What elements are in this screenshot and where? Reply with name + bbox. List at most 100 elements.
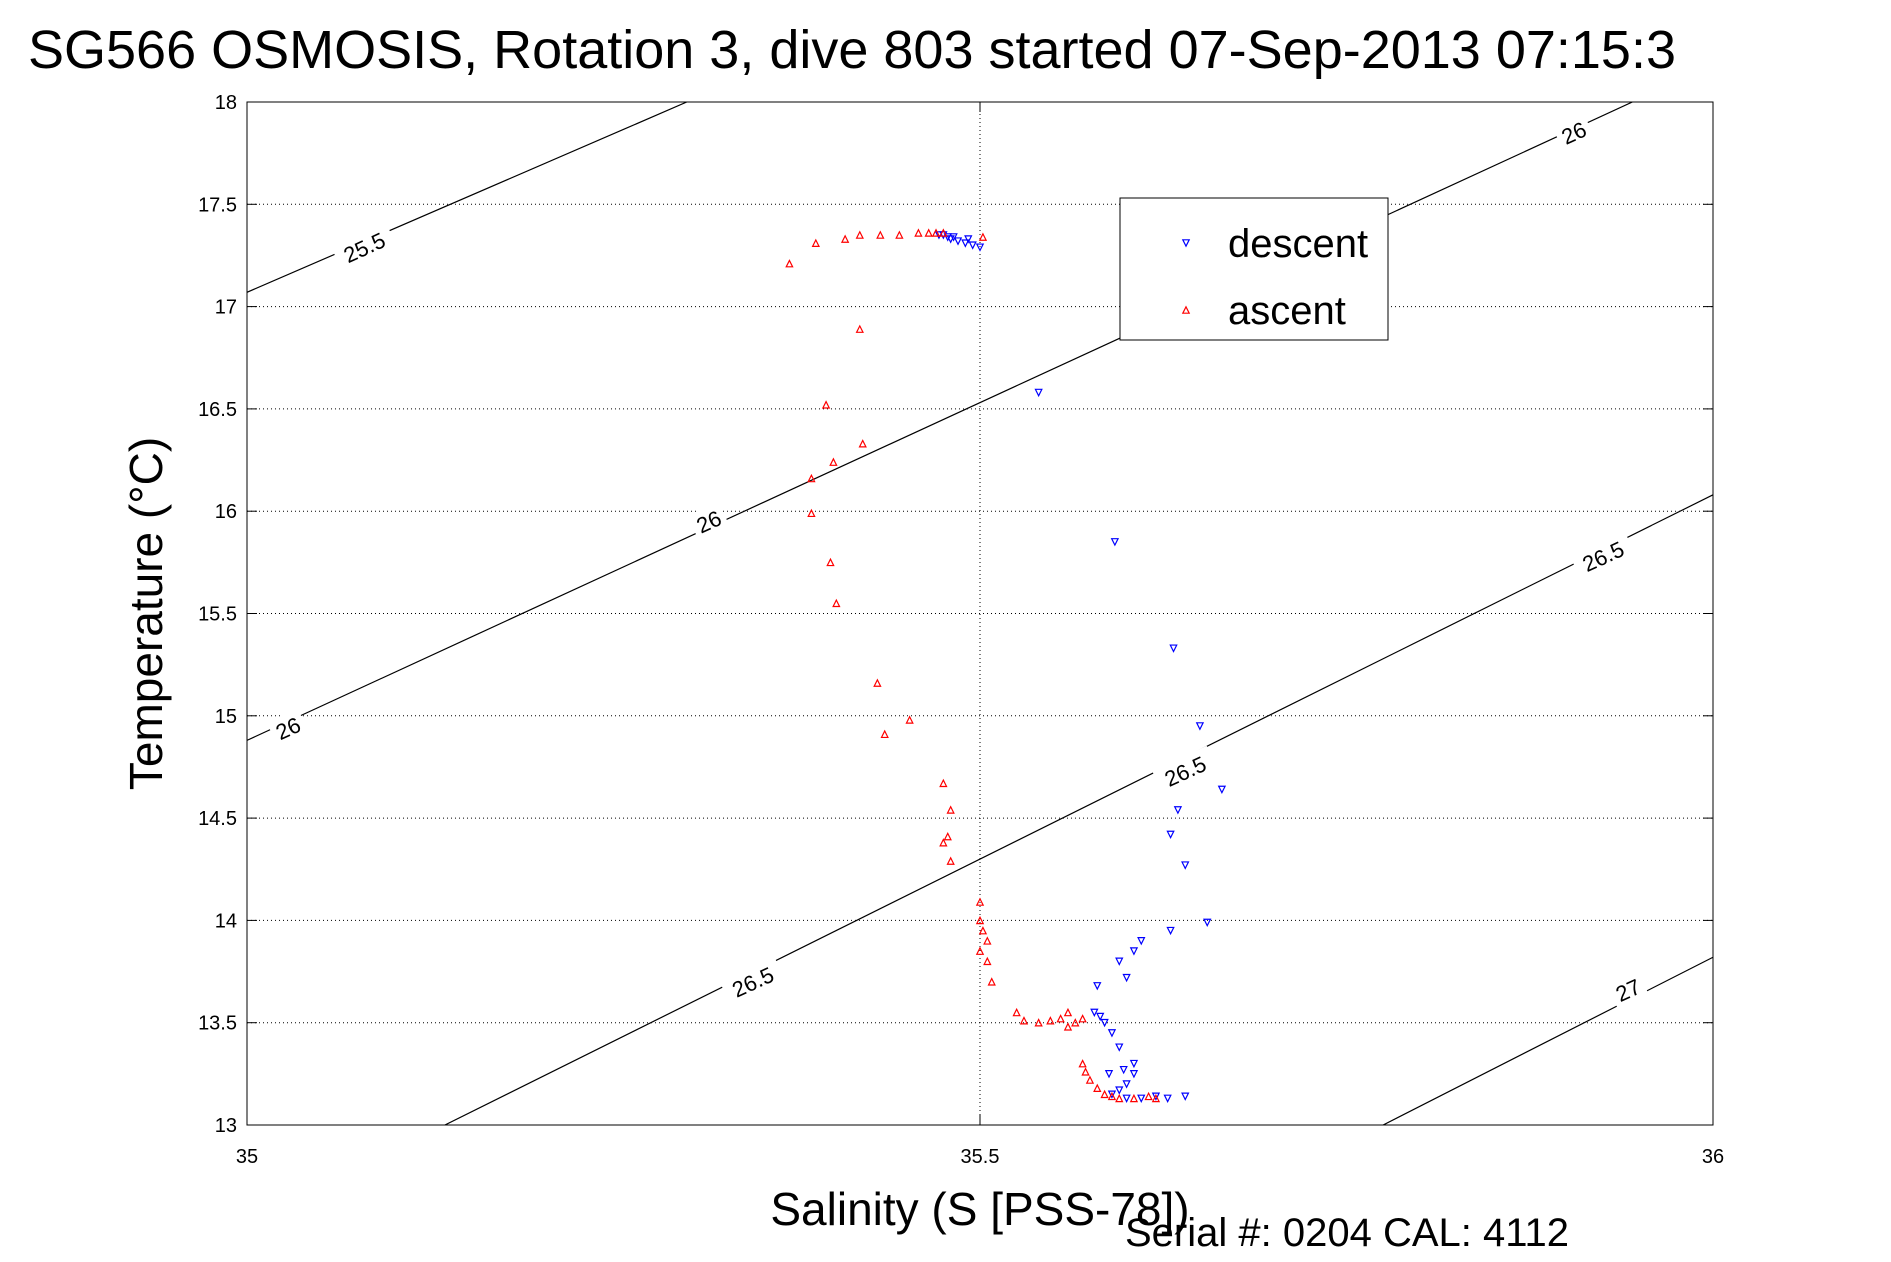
y-tick-label: 18: [215, 92, 237, 114]
chart-title: SG566 OSMOSIS, Rotation 3, dive 803 star…: [28, 20, 1676, 80]
descent-point: [961, 239, 970, 248]
contour-label: 26.5: [719, 956, 786, 1006]
isopycnal-contours: [247, 102, 1713, 1125]
x-axis-label: Salinity (S [PSS-78]): [770, 1183, 1189, 1235]
isopycnal-labels: 25.5 26 26 26 26.5 26.5 26.5 27: [266, 112, 1649, 1008]
ascent-point: [905, 715, 914, 724]
ascent-point: [807, 508, 816, 518]
descent-point: [1093, 982, 1102, 991]
ascent-point: [1019, 1016, 1029, 1025]
x-tick-label: 36: [1702, 1146, 1724, 1168]
descent-point: [1151, 1092, 1161, 1101]
legend-label-ascent: ascent: [1228, 289, 1346, 333]
contour-label: 26: [687, 501, 730, 540]
legend-box: [1119, 197, 1389, 341]
descent-point: [1217, 785, 1227, 794]
contour-label-bg: [1569, 530, 1636, 580]
ascent-point: [1078, 1059, 1087, 1068]
ascent-point: [1085, 1075, 1095, 1084]
ascent-point: [1144, 1091, 1153, 1101]
ascent-point: [983, 956, 992, 966]
descent-point: [1034, 388, 1043, 398]
ascent-point: [821, 400, 831, 409]
descent-point: [975, 243, 985, 252]
descent-point: [946, 235, 955, 244]
x-tick-label: 35.5: [961, 1146, 1000, 1168]
ascent-point: [807, 473, 816, 483]
ascent-point: [983, 936, 992, 945]
descent-point: [1090, 1008, 1099, 1018]
descent-point: [1137, 1094, 1146, 1103]
ascent-point: [946, 856, 955, 865]
legend-label-descent: descent: [1228, 222, 1368, 266]
descent-point: [1137, 937, 1146, 946]
grid-lines: [247, 102, 1713, 1125]
ascent-point: [939, 228, 948, 237]
ascent-point: [785, 259, 794, 268]
contour-label-bg: [266, 708, 309, 747]
ascent-point: [914, 228, 923, 237]
ascent-point: [1071, 1018, 1080, 1027]
descent-point: [1195, 722, 1205, 731]
ascent-point: [1063, 1007, 1073, 1017]
descent-point: [949, 233, 958, 242]
ascent-point: [1012, 1007, 1021, 1017]
descent-point: [1173, 806, 1183, 815]
ascent-point: [975, 946, 985, 955]
descent-point: [1107, 1090, 1117, 1099]
contour-label: 26: [1552, 112, 1595, 151]
ascent-point: [978, 232, 988, 241]
ascent-point: [1129, 1093, 1139, 1103]
contour-label-bg: [331, 221, 397, 271]
ascent-point: [826, 557, 835, 567]
descent-point: [1107, 1029, 1117, 1038]
y-tick-label: 17: [215, 297, 237, 319]
y-tick-label: 17.5: [198, 194, 237, 216]
descent-point: [1181, 861, 1190, 870]
y-tick-label: 13: [215, 1115, 237, 1137]
ascent-point: [975, 915, 985, 925]
descent-point: [1122, 973, 1131, 983]
ascent-point: [978, 926, 988, 935]
ascent-point: [811, 238, 820, 247]
descent-point: [1119, 1065, 1128, 1075]
descent-point: [943, 233, 952, 242]
y-tick-label: 16.5: [198, 399, 237, 421]
descent-point: [1122, 1094, 1131, 1103]
data-points: [785, 228, 1227, 1103]
ascent-point: [1046, 1016, 1055, 1025]
legend-marker-ascent: [1181, 305, 1191, 314]
ascent-point: [943, 831, 952, 841]
contour-label-bg: [719, 956, 786, 1006]
contour-label-bg: [1606, 970, 1649, 1008]
descent-point: [1166, 830, 1175, 840]
descent-point: [1104, 1070, 1114, 1079]
descent-point: [1100, 1018, 1109, 1028]
contour-label: 26.5: [1569, 530, 1636, 580]
serial-cal-footer: Serial #: 0204 CAL: 4112: [1125, 1211, 1569, 1255]
descent-point: [1129, 1070, 1139, 1079]
legend: descent ascent: [1119, 197, 1389, 341]
isopycnal-26.5: [444, 494, 1713, 1125]
isopycnal-26: [247, 102, 1633, 741]
ascent-point: [939, 778, 948, 788]
y-tick-label: 14: [215, 910, 237, 932]
contour-label-bg: [687, 501, 730, 540]
ascent-point: [832, 598, 841, 608]
ascent-point: [1107, 1091, 1117, 1101]
ascent-point: [855, 230, 864, 239]
isopycnal-27: [1382, 956, 1713, 1125]
descent-point: [964, 235, 973, 244]
ascent-point: [1100, 1089, 1109, 1099]
ascent-point: [987, 977, 996, 986]
ascent-point: [873, 678, 882, 687]
contour-label: 25.5: [331, 221, 397, 271]
descent-point: [968, 241, 977, 250]
descent-point: [953, 237, 963, 246]
y-tick-label: 15: [215, 706, 237, 728]
ascent-point: [876, 230, 885, 239]
ascent-point: [829, 457, 838, 466]
ascent-point: [931, 228, 941, 237]
ascent-point: [1151, 1093, 1161, 1103]
